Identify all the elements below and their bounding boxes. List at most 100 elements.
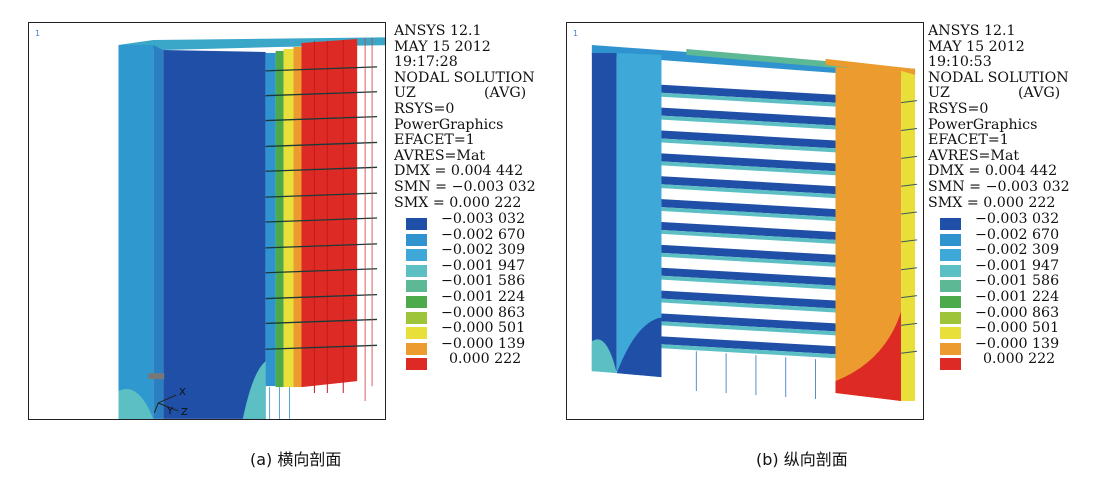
component-label: UZ xyxy=(928,85,950,102)
plot-viewport-b: 1 xyxy=(566,22,924,420)
avg-label: (AVG) xyxy=(1018,85,1061,102)
legend-swatch xyxy=(940,295,961,308)
contour-plot-b xyxy=(591,44,918,401)
legend-swatch xyxy=(406,280,427,293)
top-face xyxy=(118,37,385,50)
run-date: MAY 15 2012 xyxy=(394,38,491,55)
legend-swatch xyxy=(940,358,961,371)
contour-plot-a xyxy=(118,37,385,419)
legend-swatch xyxy=(940,280,961,293)
legend-label: −0.003 032 xyxy=(441,211,526,227)
red-plate-edges xyxy=(313,40,344,394)
lower-columns xyxy=(269,387,290,419)
left-bottom-dark xyxy=(616,317,662,378)
legend-label: −0.000 501 xyxy=(441,320,526,337)
left-column-side xyxy=(616,52,662,378)
component-row: UZ (AVG) xyxy=(928,86,1070,102)
axis-triad xyxy=(148,373,179,414)
floor-ribs xyxy=(265,66,378,350)
floor-beams xyxy=(661,84,836,355)
legend-label: −0.002 309 xyxy=(441,242,526,259)
red-plate xyxy=(301,39,358,388)
avres: AVRES=Mat xyxy=(394,147,486,164)
smx-value: SMX = 0.000 222 xyxy=(394,194,522,211)
run-date: MAY 15 2012 xyxy=(928,38,1025,55)
dmx-value: DMX = 0.004 442 xyxy=(928,163,1058,180)
smn-value: SMN = −0.003 032 xyxy=(394,178,536,195)
graphics-mode: PowerGraphics xyxy=(928,116,1038,133)
beam-columns xyxy=(695,351,817,399)
software-version: ANSYS 12.1 xyxy=(394,23,482,39)
ansys-info-block-a: ANSYS 12.1 MAY 15 2012 19:17:28 NODAL SO… xyxy=(394,23,536,211)
legend-swatch xyxy=(940,264,961,277)
legend-swatch xyxy=(940,233,961,246)
legend-label: −0.001 947 xyxy=(975,257,1060,274)
viewport-number: 1 xyxy=(573,29,579,38)
flange-blue xyxy=(265,52,276,387)
figure-caption-a: (a) 横向剖面 xyxy=(250,450,342,469)
legend-label: −0.000 863 xyxy=(975,304,1060,321)
legend-swatch xyxy=(406,249,427,262)
legend-label: 0.000 222 xyxy=(983,351,1056,368)
left-column-front xyxy=(591,52,617,372)
legend-label: −0.000 501 xyxy=(975,320,1060,337)
legend-label: −0.001 224 xyxy=(441,288,526,305)
legend-label: −0.001 224 xyxy=(975,288,1060,305)
panel-b: 1 xyxy=(558,0,1116,481)
legend-swatch xyxy=(940,311,961,324)
legend-swatch xyxy=(406,218,427,230)
legend-swatch xyxy=(406,264,427,277)
legend-swatch xyxy=(406,327,427,340)
right-wall-edge xyxy=(901,70,916,401)
flange-yellow xyxy=(283,48,294,388)
figure-caption-b: (b) 纵向剖面 xyxy=(756,450,848,469)
solution-type: NODAL SOLUTION xyxy=(928,69,1069,86)
legend-label: −0.000 863 xyxy=(441,304,526,321)
dmx-value: DMX = 0.004 442 xyxy=(394,163,524,180)
flange-green xyxy=(275,50,284,388)
right-ribs xyxy=(901,100,918,354)
efacet: EFACET=1 xyxy=(928,132,1009,149)
ansys-info-block-b: ANSYS 12.1 MAY 15 2012 19:10:53 NODAL SO… xyxy=(928,23,1070,211)
triad-x-label: X xyxy=(179,387,186,398)
smn-value: SMN = −0.003 032 xyxy=(928,178,1070,195)
legend-label: −0.003 032 xyxy=(975,211,1060,227)
component-label: UZ xyxy=(394,85,416,102)
software-version: ANSYS 12.1 xyxy=(928,23,1016,39)
solution-type: NODAL SOLUTION xyxy=(394,69,535,86)
triad-z-label: Z xyxy=(181,407,188,418)
run-time: 19:17:28 xyxy=(394,54,458,71)
flange-orange xyxy=(293,46,302,388)
bottom-right-accent xyxy=(242,361,266,419)
legend-swatch xyxy=(406,342,427,355)
legend-label: −0.000 139 xyxy=(975,335,1060,352)
legend-label: −0.001 947 xyxy=(441,257,526,274)
left-bottom-accent xyxy=(591,339,617,374)
plot-viewport-a: 1 xyxy=(28,22,386,420)
legend-swatch xyxy=(406,295,427,308)
legend-label: −0.002 670 xyxy=(975,226,1060,243)
legend-swatch xyxy=(940,327,961,340)
viewport-number: 1 xyxy=(35,29,41,38)
legend-swatch xyxy=(940,249,961,262)
right-columns xyxy=(364,38,373,401)
rsys: RSYS=0 xyxy=(928,100,989,117)
left-column xyxy=(118,44,154,419)
legend-swatch xyxy=(940,218,961,230)
legend-label: −0.000 139 xyxy=(441,335,526,352)
top-face xyxy=(591,44,916,79)
legend-label: −0.002 670 xyxy=(441,226,526,243)
avg-label: (AVG) xyxy=(484,85,527,102)
smx-value: SMX = 0.000 222 xyxy=(928,194,1056,211)
legend-label: 0.000 222 xyxy=(449,351,522,368)
avres: AVRES=Mat xyxy=(928,147,1020,164)
legend-swatch xyxy=(406,311,427,324)
right-wall-red xyxy=(835,311,902,401)
legend-swatch xyxy=(406,233,427,246)
component-row: UZ (AVG) xyxy=(394,86,536,102)
panel-a: 1 xyxy=(28,22,536,469)
graphics-mode: PowerGraphics xyxy=(394,116,504,133)
rsys: RSYS=0 xyxy=(394,100,455,117)
legend-swatch xyxy=(406,358,427,371)
main-face xyxy=(163,49,266,419)
